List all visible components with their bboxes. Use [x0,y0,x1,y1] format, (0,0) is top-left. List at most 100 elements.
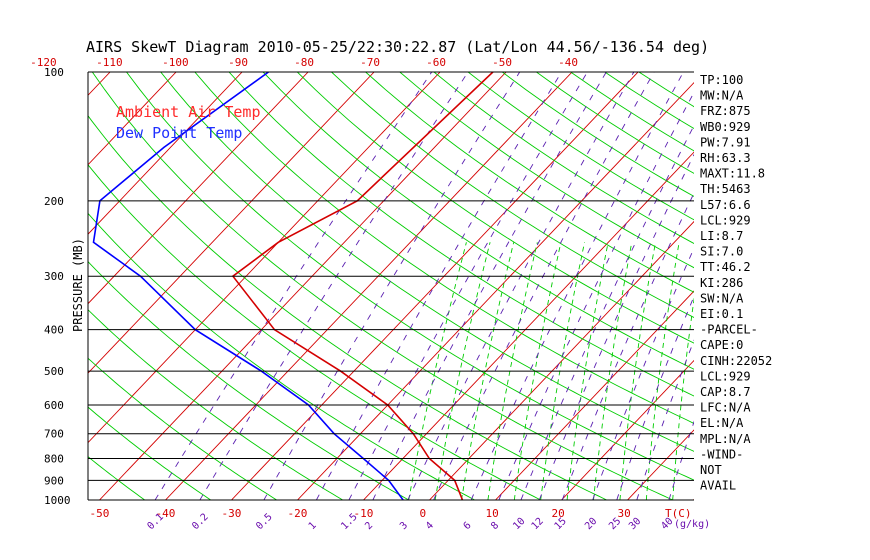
index-item: L57:6.6 [700,198,751,212]
isotherm-line [231,72,639,500]
isotherm-line [363,151,694,500]
mixing-ratio-line [199,72,469,500]
mixing-ratio-line [316,72,562,500]
index-item: SW:N/A [700,291,744,305]
mixing-ratio-line [668,420,694,500]
pressure-tick-label: 1000 [44,494,71,507]
isotherm-line [760,72,870,500]
dry-adiabat-line [638,72,694,108]
bottom-tick-label: -50 [90,507,110,520]
top-temperature-ticks: -120 -110 -100 -90 -80 -70 -60 -50 -40 [30,56,578,69]
index-item: MW:N/A [700,89,744,103]
top-tick-label: -110 [96,56,123,69]
index-item: LCL:929 [700,369,751,383]
index-item: AVAIL [700,479,736,493]
bottom-tick-label: 0 [420,507,427,520]
moist-adiabat-line [619,242,656,500]
mixing-ratio-line [498,91,694,500]
mixing-ratio-label: 3 [398,520,410,532]
index-item: PW:7.91 [700,135,751,149]
dry-adiabat-line [126,72,694,481]
mixing-ratio-label: 6 [462,520,474,532]
dry-adiabat-line [91,72,673,500]
index-item: MPL:N/A [700,432,751,446]
mixing-ratio-line [470,72,684,500]
top-tick-label: -60 [426,56,446,69]
legend-ambient-air: Ambient Air Temp [116,103,261,121]
mixing-ratio-label: 12 [530,516,546,532]
mixing-ratio-line [561,192,694,500]
mixing-ratio-label: 2 [363,520,375,532]
pressure-tick-label: 700 [44,428,64,441]
mixing-ratio-label: 8 [489,520,501,532]
index-item: CINH:22052 [700,354,772,368]
legend-dew-point: Dew Point Temp [116,124,242,142]
bottom-tick-label: -40 [156,507,176,520]
bottom-tick-label: 10 [486,507,499,520]
dry-adiabat-line [88,406,211,500]
isotherm-line [88,72,243,235]
mixing-ratio-line [538,153,694,500]
ambient-air-temp-line [231,72,494,500]
top-tick-label: -70 [360,56,380,69]
index-item: RH:63.3 [700,151,751,165]
moist-adiabat-line [513,242,562,500]
dry-adiabat-line [399,72,694,269]
dry-adiabat-line [365,72,694,293]
pressure-ticks: 100 200 300 400 500 600 700 800 900 1000 [44,66,71,507]
top-tick-label: -80 [294,56,314,69]
mixing-ratio-label: 4 [424,520,436,532]
isotherm-line [165,72,573,500]
isotherm-line [495,290,694,500]
moist-adiabat-line [593,242,633,500]
dry-adiabat-line [88,260,409,500]
isotherm-line [561,359,694,500]
pressure-tick-label: 500 [44,365,64,378]
pressure-tick-label: 200 [44,195,64,208]
dry-adiabat-line [88,164,541,500]
dry-adiabat-line [194,72,694,424]
mixing-ratio-line [407,72,635,500]
mixing-ratio-label: 20 [583,516,599,532]
index-item: CAPE:0 [700,338,743,352]
dry-adiabat-line [88,357,277,500]
bottom-tick-label: -30 [222,507,242,520]
index-item: EI:0.1 [700,307,743,321]
index-item: -PARCEL- [700,323,758,337]
bottom-tick-label: 30 [618,507,631,520]
index-item: NOT [700,463,722,477]
dew-point-temp-line [92,72,404,500]
isotherm-line [88,72,441,444]
pressure-tick-label: 400 [44,324,64,337]
mixing-ratio-line [433,72,655,500]
mixing-ratio-label: 10 [511,516,527,532]
dry-adiabat-line [262,72,694,370]
bottom-tick-label: -20 [288,507,308,520]
index-item: TP:100 [700,73,743,87]
plot-area [0,71,870,501]
moist-adiabat-line [566,242,609,500]
mixing-ratio-line [372,72,607,500]
isotherm-line [826,72,870,500]
index-item: FRZ:875 [700,104,751,118]
index-item: MAXT:11.8 [700,167,765,181]
index-item: CAP:8.7 [700,385,751,399]
isotherm-line [0,72,44,500]
dry-adiabat-line [88,309,343,500]
index-item: SI:7.0 [700,245,743,259]
index-item: LCL:929 [700,213,751,227]
isotherm-line [88,72,309,305]
bottom-unit-label: T(C) [665,507,692,520]
mixing-ratio-line [636,339,694,500]
mixing-ratio-line [520,124,694,500]
isotherm-line [88,72,375,374]
plot-content [0,72,870,500]
dry-adiabat-line [88,114,607,500]
pressure-tick-label: 300 [44,270,64,283]
dry-adiabat-line [88,456,145,500]
index-item: TH:5463 [700,182,751,196]
mixing-ratio-label: 0.5 [254,512,275,533]
isotherm-line [99,72,507,500]
